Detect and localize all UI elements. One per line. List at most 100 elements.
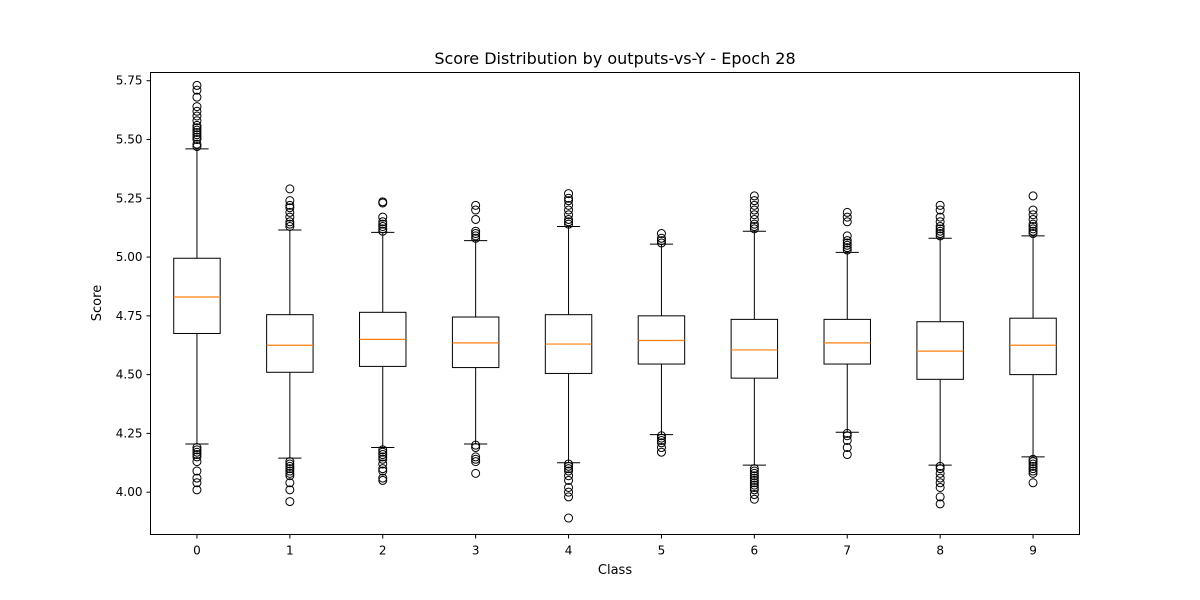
x-tick-label: 5 — [658, 544, 666, 558]
outlier-point — [192, 139, 202, 149]
outlier-point — [192, 127, 202, 137]
outlier-point — [378, 466, 388, 476]
outlier-point — [656, 433, 666, 443]
outlier-point — [471, 231, 481, 241]
outlier-point — [285, 219, 295, 229]
outlier-point — [564, 200, 574, 210]
outlier-point — [192, 473, 202, 483]
outlier-point — [749, 494, 759, 504]
box-class-6 — [730, 191, 779, 504]
outlier-point — [564, 482, 574, 492]
outlier-point — [285, 207, 295, 217]
outlier-point — [192, 452, 202, 462]
y-tick-label: 5.75 — [116, 74, 143, 88]
outlier-point — [192, 447, 202, 457]
outlier-point — [564, 492, 574, 502]
outlier-point — [564, 205, 574, 215]
outlier-point — [842, 243, 852, 253]
outlier-point — [471, 214, 481, 224]
y-tick-label: 4.75 — [116, 309, 143, 323]
outlier-point — [842, 431, 852, 441]
outlier-point — [842, 236, 852, 246]
outlier-point — [656, 229, 666, 239]
outlier-point — [749, 466, 759, 476]
outlier-point — [935, 492, 945, 502]
outlier-point — [564, 217, 574, 227]
y-tick-label: 5.50 — [116, 133, 143, 147]
outlier-point — [285, 459, 295, 469]
outlier-point — [842, 443, 852, 453]
outlier-point — [935, 200, 945, 210]
outlier-point — [935, 473, 945, 483]
y-tick-label: 4.25 — [116, 426, 143, 440]
outlier-point — [564, 210, 574, 220]
outlier-point — [471, 200, 481, 210]
y-tick-label: 4.00 — [116, 485, 143, 499]
outlier-point — [192, 135, 202, 145]
outlier-point — [656, 443, 666, 453]
outlier-point — [564, 219, 574, 229]
outlier-point — [749, 490, 759, 500]
outlier-point — [378, 224, 388, 234]
x-tick-label: 4 — [565, 544, 573, 558]
outlier-point — [842, 428, 852, 438]
outlier-point — [285, 485, 295, 495]
outlier-point — [935, 499, 945, 509]
outlier-point — [192, 450, 202, 460]
x-tick-label: 9 — [1029, 544, 1037, 558]
outlier-point — [935, 231, 945, 241]
outlier-point — [1028, 457, 1038, 467]
outlier-point — [378, 217, 388, 227]
y-axis: 4.00 4.25 4.50 4.75 5.00 5.25 5.50 5.75 — [116, 74, 151, 499]
outlier-point — [935, 464, 945, 474]
x-tick-label: 1 — [286, 544, 294, 558]
outlier-point — [656, 236, 666, 246]
outlier-point — [471, 457, 481, 467]
outlier-point — [285, 466, 295, 476]
outlier-point — [471, 229, 481, 239]
outlier-point — [656, 233, 666, 243]
plot-area — [173, 80, 1057, 523]
outlier-point — [471, 226, 481, 236]
outlier-point — [749, 485, 759, 495]
box-class-2 — [359, 197, 407, 485]
outlier-point — [192, 445, 202, 455]
outlier-point — [749, 482, 759, 492]
outlier-point — [749, 191, 759, 201]
outlier-point — [192, 466, 202, 476]
outlier-point — [378, 475, 388, 485]
outlier-point — [749, 475, 759, 485]
outlier-point — [1028, 478, 1038, 488]
outlier-point — [378, 459, 388, 469]
outlier-point — [749, 219, 759, 229]
outlier-point — [564, 193, 574, 203]
x-tick-label: 2 — [379, 544, 387, 558]
outlier-point — [192, 116, 202, 126]
iqr-box — [1009, 317, 1057, 376]
outlier-point — [1028, 461, 1038, 471]
outlier-point — [471, 443, 481, 453]
outlier-point — [749, 480, 759, 490]
outlier-point — [842, 217, 852, 227]
outlier-point — [378, 226, 388, 236]
outlier-point — [656, 238, 666, 248]
y-tick-label: 5.00 — [116, 250, 143, 264]
outlier-point — [378, 473, 388, 483]
outlier-point — [285, 196, 295, 206]
outlier-point — [378, 197, 388, 207]
outlier-point — [935, 226, 945, 236]
outlier-point — [842, 240, 852, 250]
outlier-point — [378, 447, 388, 457]
outlier-point — [378, 464, 388, 474]
outlier-point — [749, 224, 759, 234]
outlier-point — [564, 466, 574, 476]
outlier-point — [564, 487, 574, 497]
outlier-point — [192, 125, 202, 135]
outlier-point — [1028, 210, 1038, 220]
outlier-point — [192, 478, 202, 488]
outlier-point — [192, 132, 202, 142]
box-class-5 — [637, 229, 686, 457]
outlier-point — [285, 184, 295, 194]
outlier-point — [285, 468, 295, 478]
outlier-point — [192, 130, 202, 140]
